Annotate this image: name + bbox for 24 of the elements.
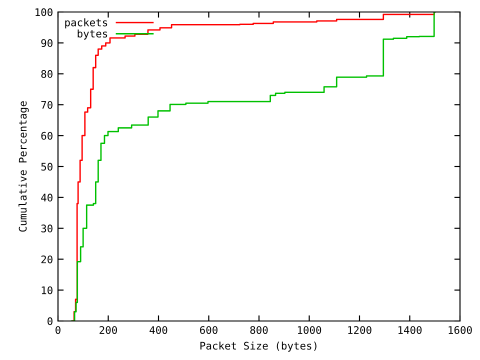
y-tick-label: 60: [41, 132, 52, 140]
x-tick-label: 1400: [398, 326, 422, 334]
y-tick-label: 90: [41, 39, 52, 48]
x-tick-label: 200: [100, 326, 117, 334]
y-tick-label: 70: [41, 100, 52, 109]
x-tick-label: 400: [150, 326, 168, 334]
y-axis-title: Cumulative Percentage: [18, 101, 29, 232]
y-tick-label: 40: [41, 194, 52, 202]
y-tick-label: 20: [41, 255, 52, 264]
y-tick-label: 0: [48, 317, 52, 326]
y-tick-label: 80: [41, 70, 52, 78]
x-axis-title: Packet Size (bytes): [200, 342, 316, 352]
x-tick-label: 1000: [298, 326, 322, 334]
y-tick-label: 30: [41, 224, 52, 232]
x-tick-label: 0: [56, 326, 60, 334]
x-tick-label: 1200: [348, 326, 372, 334]
x-tick-label: 600: [200, 326, 218, 334]
x-tick-label: 1600: [448, 326, 472, 334]
y-tick-label: 10: [42, 286, 52, 294]
x-tick-label: 800: [250, 326, 268, 334]
y-tick-label: 50: [41, 162, 52, 171]
legend-label: packets: [65, 18, 108, 28]
y-tick-label: 100: [36, 8, 52, 16]
legend-label: bytes: [78, 29, 108, 40]
